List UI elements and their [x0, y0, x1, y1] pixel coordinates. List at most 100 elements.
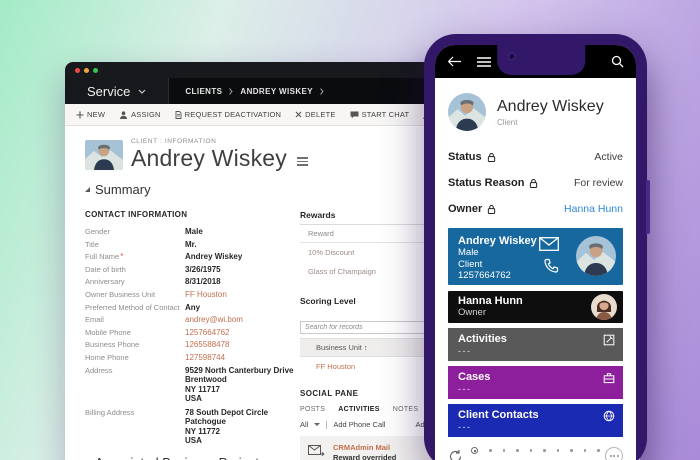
- page-dot[interactable]: [556, 449, 560, 452]
- chevron-down-icon: [138, 89, 146, 94]
- assign-icon: [120, 110, 128, 119]
- contact-card[interactable]: Andrey Wiskey Male Client 1257664762: [448, 228, 623, 285]
- more-button[interactable]: [605, 447, 623, 460]
- record-type-label: CLIENT : INFORMATION: [131, 138, 217, 145]
- window-minimize-button[interactable]: [84, 67, 89, 73]
- breadcrumb-item-clients[interactable]: Clients: [185, 86, 223, 96]
- phone-icon[interactable]: [543, 258, 559, 274]
- page-title: Andrey Wiskey: [131, 145, 287, 171]
- activity-filter[interactable]: All: [300, 420, 309, 429]
- page-dot[interactable]: [471, 447, 479, 454]
- menu-icon[interactable]: [477, 56, 491, 67]
- owner-card[interactable]: Hanna Hunn Owner: [448, 291, 623, 323]
- field-row: Gender* Male: [85, 227, 203, 236]
- mail-icon: [308, 445, 325, 456]
- page-dot[interactable]: [529, 449, 533, 452]
- tile-cases[interactable]: Cases ---: [448, 366, 623, 399]
- page-dot[interactable]: [597, 449, 600, 452]
- refresh-icon[interactable]: [448, 449, 463, 460]
- page-indicator: [448, 447, 623, 454]
- lock-icon: [488, 204, 496, 214]
- owner-value-link[interactable]: Hanna Hunn: [564, 203, 623, 215]
- summary-section-toggle[interactable]: Summary: [85, 182, 640, 197]
- request-deactivation-button[interactable]: REQUEST DEACTIVATION: [175, 110, 282, 119]
- field-row: Billing Address* 78 South Depot Circle P…: [85, 407, 269, 446]
- status-value: Active: [594, 151, 623, 163]
- plus-icon: [76, 111, 84, 118]
- field-row: Anniversary* 8/31/2018: [85, 277, 221, 287]
- social-tab[interactable]: ACTIVITIES: [338, 406, 380, 413]
- caret-down-icon: [314, 423, 321, 426]
- back-icon[interactable]: [447, 56, 462, 67]
- tile-activities[interactable]: Activities ---: [448, 328, 623, 361]
- field-row: Owner Business Unit* FF Houston: [85, 289, 227, 299]
- phone-notch: [496, 42, 585, 75]
- avatar: [591, 294, 617, 320]
- phone-fields: Status Active Status Reason For review O…: [448, 144, 623, 222]
- field-row: Full Name* Andrey Wiskey: [85, 252, 243, 262]
- add-phone-call-button[interactable]: Add Phone Call: [333, 420, 386, 429]
- briefcase-icon: [603, 373, 615, 384]
- page-dot[interactable]: [570, 449, 573, 452]
- activity-source: CRMAdmin Mail: [333, 443, 391, 452]
- breadcrumb: Clients Andrey Wiskey: [185, 87, 324, 96]
- lock-icon: [487, 152, 495, 162]
- page-dot[interactable]: [489, 449, 492, 452]
- contact-information-section: CONTACT INFORMATION Gender* Male Title* …: [85, 210, 300, 460]
- field-row: Title* Mr.: [85, 239, 197, 249]
- tile-client-contacts[interactable]: Client Contacts ---: [448, 404, 623, 437]
- camera-icon: [506, 52, 516, 61]
- phone-contact-type: Client: [497, 117, 518, 127]
- assign-button[interactable]: ASSIGN: [119, 110, 161, 119]
- field-row: Business Phone* 1265588478: [85, 340, 230, 350]
- new-button[interactable]: NEW: [76, 110, 105, 119]
- contact-photo: [85, 140, 123, 170]
- associated-projects-section-toggle[interactable]: Associated Business Projects: [85, 455, 300, 460]
- field-row: Email* andrey@wi.bom: [85, 315, 243, 325]
- search-icon[interactable]: [611, 55, 624, 68]
- lock-icon: [530, 178, 538, 188]
- expander-icon: [85, 187, 90, 192]
- mail-icon[interactable]: [539, 237, 559, 251]
- avatar: [448, 93, 486, 131]
- divider: [326, 420, 328, 429]
- phone-mockup: Andrey Wiskey Client Status Active Statu…: [424, 34, 650, 460]
- social-pane-title: SOCIAL PANE: [300, 389, 359, 398]
- start-chat-button[interactable]: START CHAT: [350, 110, 410, 119]
- phone-screen: Andrey Wiskey Client Status Active Statu…: [435, 45, 636, 460]
- chevron-right-icon: [229, 87, 234, 95]
- phone-side-button: [646, 180, 650, 234]
- field-row: Date of birth* 3/26/1975: [85, 264, 221, 274]
- social-tab[interactable]: NOTES: [392, 406, 419, 413]
- phone-contact-header: Andrey Wiskey Client: [448, 93, 623, 131]
- phone-contact-name: Andrey Wiskey: [497, 97, 604, 115]
- field-row: Mobile Phone* 1257664762: [85, 327, 230, 337]
- chevron-right-icon: [320, 87, 324, 95]
- page-dot[interactable]: [583, 449, 587, 452]
- page-dot[interactable]: [516, 449, 519, 452]
- window-close-button[interactable]: [75, 67, 80, 73]
- x-icon: [295, 111, 302, 118]
- field-row: Preferred Method of Contact* Any: [85, 302, 201, 312]
- window-zoom-button[interactable]: [93, 67, 98, 73]
- breadcrumb-item-record[interactable]: Andrey Wiskey: [240, 86, 314, 96]
- page-dot[interactable]: [502, 449, 506, 452]
- status-field: Status Active: [448, 151, 623, 163]
- owner-field: Owner Hanna Hunn: [448, 203, 623, 215]
- record-menu-icon[interactable]: [296, 157, 308, 166]
- delete-button[interactable]: DELETE: [295, 110, 335, 119]
- note-icon: [603, 334, 615, 346]
- social-tab[interactable]: POSTS: [300, 406, 326, 413]
- page-dot[interactable]: [543, 449, 546, 452]
- globe-icon: [603, 410, 615, 422]
- avatar: [576, 236, 616, 276]
- scoring-title: Scoring Level: [300, 296, 356, 306]
- field-row: Home Phone* 127598744: [85, 352, 226, 362]
- field-row: Address* 9529 North Canterbury Drive Bre…: [85, 365, 294, 404]
- status-reason-field: Status Reason For review: [448, 177, 623, 189]
- app-switcher[interactable]: Service: [65, 78, 170, 104]
- status-reason-value: For review: [573, 177, 623, 189]
- section-title: CONTACT INFORMATION: [85, 210, 188, 219]
- chat-icon: [350, 111, 359, 118]
